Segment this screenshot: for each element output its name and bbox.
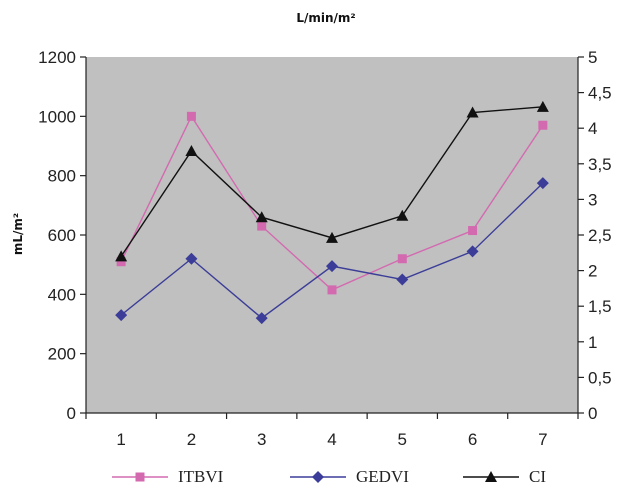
data-point-ci <box>326 231 338 243</box>
right-y-tick-label: 2,5 <box>588 226 612 245</box>
x-tick-label: 2 <box>187 430 196 449</box>
series-layer <box>115 100 549 325</box>
legend-marker-gedvi <box>312 471 324 483</box>
y-axis-label: mL/m² <box>11 213 25 255</box>
legend-marker-itbvi <box>135 472 145 482</box>
right-y-tick-label: 1,5 <box>588 297 612 316</box>
data-point-ci <box>185 144 198 156</box>
left-y-tick-label: 800 <box>48 167 76 186</box>
data-point-itbvi <box>257 221 267 231</box>
data-point-gedvi <box>185 252 198 265</box>
data-point-itbvi <box>186 111 196 121</box>
legend-label-ci: CI <box>529 467 546 486</box>
data-point-gedvi <box>536 177 549 190</box>
data-point-ci <box>536 100 549 112</box>
left-y-tick-label: 600 <box>48 226 76 245</box>
data-point-ci <box>115 250 128 262</box>
data-point-itbvi <box>116 257 126 267</box>
series-gedvi <box>115 177 549 325</box>
x-tick-label: 3 <box>257 430 266 449</box>
right-y-tick-label: 5 <box>588 48 597 67</box>
right-y-tick-label: 4,5 <box>588 84 612 103</box>
right-y-tick-label: 4 <box>588 119 597 138</box>
legend-item-itbvi: ITBVI <box>112 467 224 486</box>
legend-item-gedvi: GEDVI <box>290 467 409 486</box>
legend-item-ci: CI <box>463 467 546 486</box>
right-y-tick-label: 0 <box>588 404 597 423</box>
left-y-tick-label: 200 <box>48 345 76 364</box>
legend-label-gedvi: GEDVI <box>356 467 409 486</box>
x-tick-label: 6 <box>468 430 477 449</box>
data-point-itbvi <box>327 285 337 295</box>
left-y-tick-label: 1200 <box>38 48 76 67</box>
right-y-axis: 0 0,5 1 1,5 2 2,5 3 3,5 4 4,5 5 <box>577 48 612 423</box>
left-y-tick-label: 400 <box>48 285 76 304</box>
data-point-itbvi <box>397 254 407 264</box>
data-point-gedvi <box>396 273 409 286</box>
data-point-ci <box>255 211 268 223</box>
series-itbvi <box>116 111 548 295</box>
data-point-gedvi <box>255 312 268 325</box>
left-y-tick-label: 0 <box>67 404 76 423</box>
right-y-tick-label: 3 <box>588 190 597 209</box>
data-point-itbvi <box>538 120 548 130</box>
series-ci <box>115 100 549 262</box>
data-point-itbvi <box>468 226 478 236</box>
legend: ITBVI GEDVI CI <box>112 467 546 486</box>
data-point-ci <box>396 209 409 221</box>
right-y-tick-label: 0,5 <box>588 368 612 387</box>
x-tick-label: 7 <box>538 430 547 449</box>
chart-title: L/min/m² <box>296 11 355 25</box>
right-y-tick-label: 2 <box>588 262 597 281</box>
data-point-gedvi <box>466 245 479 258</box>
x-tick-label: 4 <box>327 430 336 449</box>
right-y-tick-label: 3,5 <box>588 155 612 174</box>
left-y-tick-label: 1000 <box>38 107 76 126</box>
legend-label-itbvi: ITBVI <box>178 467 224 486</box>
x-axis: 1 2 3 4 5 6 7 <box>85 412 579 449</box>
right-y-tick-label: 1 <box>588 333 597 352</box>
data-point-ci <box>466 106 479 118</box>
left-y-axis: 0 200 400 600 800 1000 1200 <box>38 48 87 423</box>
x-tick-label: 1 <box>116 430 125 449</box>
legend-marker-ci <box>485 471 497 482</box>
data-point-gedvi <box>115 309 128 322</box>
x-tick-label: 5 <box>398 430 407 449</box>
data-point-gedvi <box>326 260 338 273</box>
